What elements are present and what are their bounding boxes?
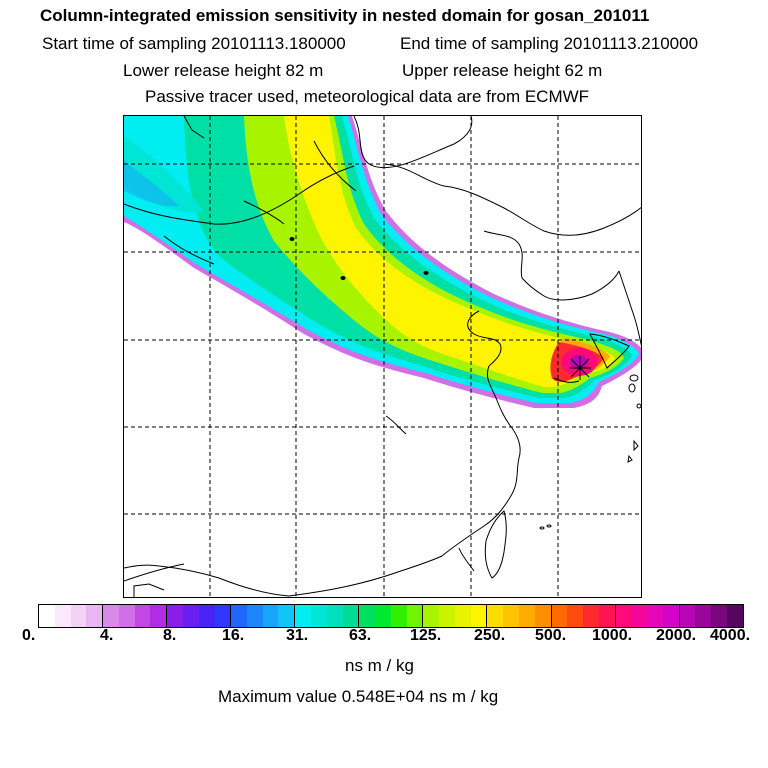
colorbar-swatch xyxy=(118,605,135,627)
colorbar-swatch xyxy=(342,605,360,627)
plume-patch-lightblue xyxy=(124,161,179,207)
colorbar-swatch xyxy=(439,605,455,627)
colorbar-tick-label: 16. xyxy=(222,627,245,644)
colorbar-swatch xyxy=(86,605,104,627)
colorbar-tick-label: 1000. xyxy=(592,627,633,644)
colorbar-swatch xyxy=(551,605,568,627)
colorbar-tick-label: 250. xyxy=(474,627,506,644)
colorbar-swatch xyxy=(262,605,279,627)
colorbar-swatch xyxy=(134,605,151,627)
colorbar-swatch xyxy=(423,605,440,627)
tracer-label: Passive tracer used, meteorological data… xyxy=(145,87,590,106)
colorbar-swatch xyxy=(598,605,616,627)
colorbar-swatch xyxy=(679,605,696,627)
colorbar-swatch xyxy=(326,605,343,627)
plot-title: Column-integrated emission sensitivity i… xyxy=(40,6,650,25)
colorbar-swatch xyxy=(662,605,680,627)
coastlines xyxy=(124,116,641,597)
colorbar-swatch xyxy=(246,605,263,627)
colorbar xyxy=(38,604,744,628)
colorbar-swatch xyxy=(726,605,743,627)
colorbar-swatch xyxy=(470,605,488,627)
colorbar-tick-label: 8. xyxy=(163,627,177,644)
end-time-label: End time of sampling 20101113.210000 xyxy=(400,34,699,53)
colorbar-swatch xyxy=(39,605,55,627)
colorbar-swatch xyxy=(278,605,296,627)
colorbar-swatch xyxy=(487,605,504,627)
colorbar-swatch xyxy=(311,605,327,627)
colorbar-tick-label: 31. xyxy=(286,627,309,644)
colorbar-swatch xyxy=(182,605,199,627)
maximum-value-label: Maximum value 0.548E+04 ns m / kg xyxy=(218,687,499,706)
colorbar-tick-label: 4000. xyxy=(710,627,751,644)
colorbar-swatch xyxy=(647,605,663,627)
colorbar-swatch xyxy=(567,605,584,627)
colorbar-swatch xyxy=(534,605,552,627)
colorbar-swatch xyxy=(454,605,471,627)
colorbar-tick-label: 2000. xyxy=(656,627,697,644)
colorbar-tick-label: 500. xyxy=(535,627,567,644)
colorbar-swatch xyxy=(167,605,183,627)
colorbar-swatch xyxy=(198,605,215,627)
colorbar-swatch xyxy=(70,605,87,627)
start-time-label: Start time of sampling 20101113.180000 xyxy=(42,34,346,53)
plume-core-dark xyxy=(570,355,588,369)
colorbar-tick-label: 0. xyxy=(22,627,36,644)
colorbar-swatch xyxy=(406,605,424,627)
colorbar-unit: ns m / kg xyxy=(345,656,414,675)
colorbar-swatch xyxy=(631,605,648,627)
map-canvas xyxy=(124,116,641,597)
colorbar-swatch xyxy=(615,605,632,627)
upper-release-label: Upper release height 62 m xyxy=(402,61,603,80)
receptor-asterisk-icon xyxy=(569,356,591,380)
graticule xyxy=(124,116,641,597)
colorbar-swatch xyxy=(54,605,71,627)
small-islands xyxy=(289,237,641,530)
colorbar-swatch xyxy=(103,605,119,627)
colorbar-swatch xyxy=(518,605,535,627)
colorbar-swatch xyxy=(711,605,727,627)
colorbar-swatch xyxy=(503,605,519,627)
colorbar-swatch xyxy=(583,605,599,627)
colorbar-swatch xyxy=(150,605,168,627)
colorbar-swatch xyxy=(390,605,407,627)
colorbar-swatch xyxy=(375,605,391,627)
colorbar-tick-label: 4. xyxy=(100,627,114,644)
colorbar-swatch xyxy=(214,605,232,627)
colorbar-tick-label: 63. xyxy=(349,627,372,644)
plume-field xyxy=(124,116,641,408)
colorbar-swatch xyxy=(295,605,312,627)
lower-release-label: Lower release height 82 m xyxy=(123,61,324,80)
colorbar-swatch xyxy=(231,605,247,627)
sensitivity-map xyxy=(123,115,642,598)
taiwan-outline xyxy=(484,510,507,579)
colorbar-tick-label: 125. xyxy=(410,627,442,644)
colorbar-swatch xyxy=(695,605,712,627)
colorbar-swatch xyxy=(359,605,376,627)
